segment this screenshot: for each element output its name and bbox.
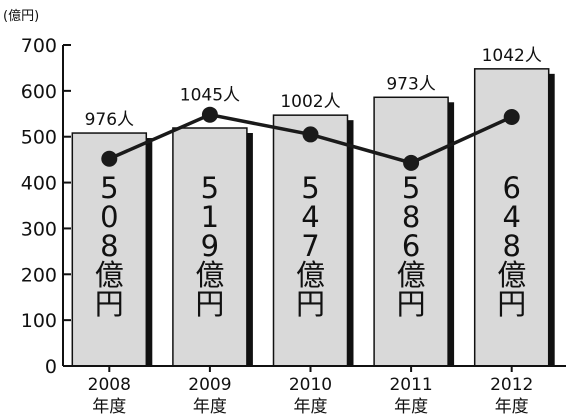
x-tick-label: 2012 xyxy=(490,375,533,395)
x-tick-label: 2011 xyxy=(389,375,432,395)
bar-series: 5 0 8 億円 5 1 9 億円 5 4 7 億円 5 8 6 億円 6 4 8 億円 xyxy=(71,68,555,367)
bar-value-label: 5 4 7 億円 xyxy=(296,171,325,321)
x-tick-suffix: 年度 xyxy=(495,397,529,417)
bar-2009 xyxy=(172,127,248,367)
bar-2008 xyxy=(71,132,148,367)
line-value-label: 1042人 xyxy=(482,46,542,66)
y-tick-label: 400 xyxy=(21,173,57,195)
y-tick-label: 500 xyxy=(21,127,57,149)
line-point-2008 xyxy=(101,150,118,167)
y-tick-label: 700 xyxy=(21,35,57,57)
x-tick-label: 2009 xyxy=(188,375,231,395)
line-value-label: 1045人 xyxy=(180,86,240,106)
bar-value-label: 5 0 8 億円 xyxy=(95,171,124,321)
x-tick-suffix: 年度 xyxy=(92,397,126,417)
line-point-2011 xyxy=(403,154,420,171)
bar-value-label: 6 4 8 億円 xyxy=(497,171,526,321)
line-value-label: 976人 xyxy=(85,110,134,130)
x-tick-label: 2008 xyxy=(88,375,131,395)
y-tick-label: 600 xyxy=(21,81,57,103)
y-tick-label: 100 xyxy=(21,310,57,332)
x-tick-suffix: 年度 xyxy=(294,397,328,417)
line-value-label: 1002人 xyxy=(280,92,340,112)
x-tick-suffix: 年度 xyxy=(394,397,428,417)
x-tick-suffix: 年度 xyxy=(193,397,227,417)
bar-2010 xyxy=(272,114,349,367)
y-tick-label: 200 xyxy=(21,264,57,286)
line-point-2009 xyxy=(201,106,218,123)
bar-value-label: 5 1 9 億円 xyxy=(195,171,224,321)
line-point-2010 xyxy=(302,126,319,143)
line-series: 976人 1045人 1002人 973人 1042人 xyxy=(85,46,542,171)
line-point-2012 xyxy=(503,108,520,125)
bar-value-label: 5 8 6 億円 xyxy=(397,171,426,321)
y-axis-unit-label: (億円) xyxy=(3,8,39,24)
y-tick-label: 0 xyxy=(45,356,57,378)
bar-2011 xyxy=(373,96,449,367)
y-axis: 0 100 200 300 400 500 600 700 xyxy=(21,35,71,378)
y-tick-label: 300 xyxy=(21,218,57,240)
line-value-label: 973人 xyxy=(386,74,435,94)
x-tick-label: 2010 xyxy=(289,375,332,395)
